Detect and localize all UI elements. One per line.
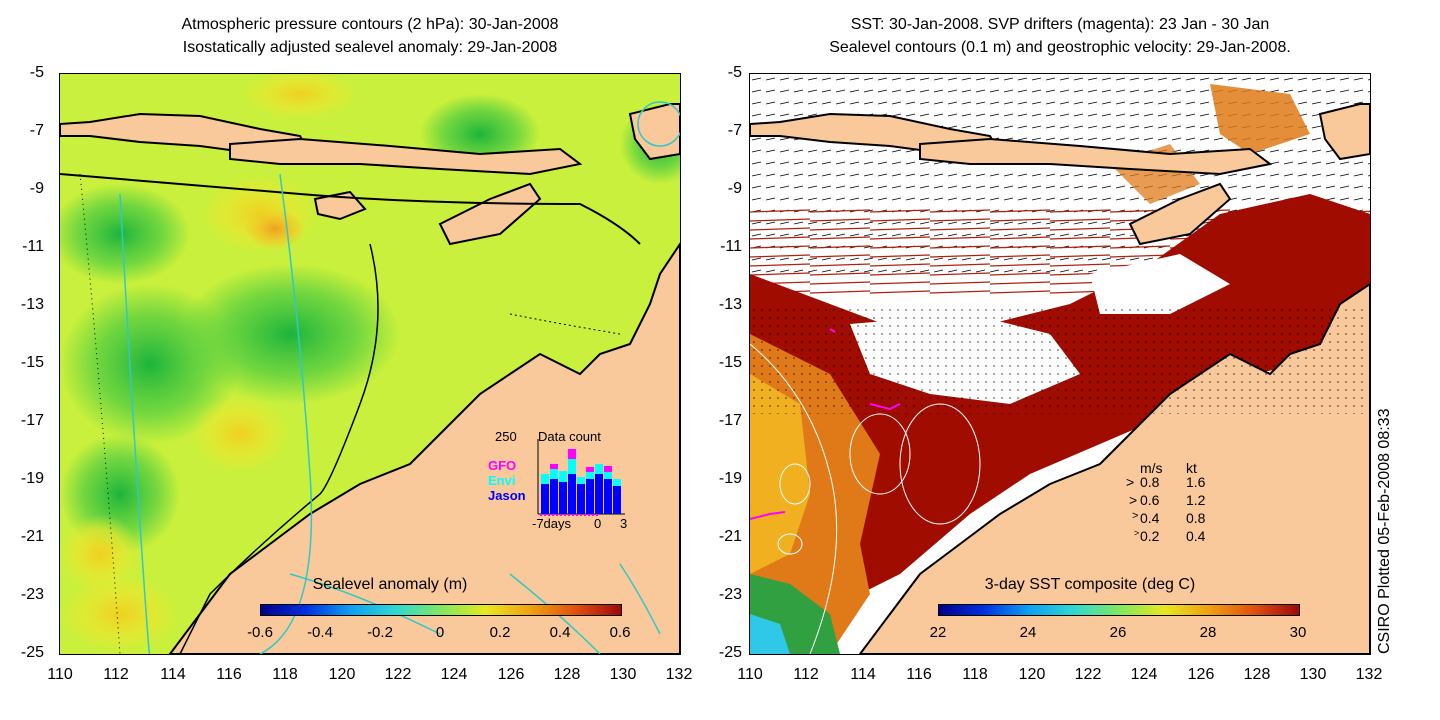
left-x-tick-0: 110 [47,666,73,683]
left-x-tick-4: 118 [272,666,298,683]
right-y-tick-2: -9 [727,180,742,197]
vel-legend-ms-0: 0.8 [1140,474,1160,490]
vel-legend-kt-0: 1.6 [1186,474,1206,490]
right-x-tick-10: 130 [1299,666,1327,683]
data-count-inset [537,439,625,516]
left-x-tick-6: 122 [384,666,412,683]
plot-credit: CSIRO Plotted 05-Feb-2008 08:33 [1376,408,1393,654]
vel-legend-ms-1: 0.6 [1140,492,1160,508]
right-x-tick-3: 116 [906,666,932,683]
inset-x-zero: 0 [594,516,602,531]
left-x-tick-2: 114 [160,666,186,683]
left-x-tick-3: 116 [216,666,242,683]
right-cb-tick-4: 30 [1289,624,1307,641]
inset-x-start: -7days [532,516,572,531]
right-x-tick-4: 118 [962,666,988,683]
right-y-tick-7: -19 [718,470,742,487]
right-y-tick-3: -11 [720,238,742,255]
left-y-tick-5: -15 [20,354,44,371]
right-x-tick-5: 120 [1018,666,1046,683]
right-x-tick-2: 114 [850,666,876,683]
sst-map-svg [750,74,1370,654]
right-colorbar-title: 3-day SST composite (deg C) [984,576,1196,593]
left-y-tick-1: -7 [29,122,44,139]
inset-series-gfo: GFO [488,458,517,473]
right-y-tick-1: -7 [727,122,742,139]
inset-count-max: 250 [495,429,517,444]
inset-series-envi: Envi [488,473,516,488]
vel-legend-ms-2: 0.4 [1140,510,1160,526]
left-y-tick-9: -23 [20,586,44,603]
left-cb-tick-0: -0.6 [247,624,273,641]
sst-map: m/s kt > 0.8 1.6 > 0.6 1.2 > 0.4 0.8 > 0… [749,73,1371,655]
left-y-tick-0: -5 [29,64,44,81]
inset-title: Data count [538,429,601,444]
left-cb-tick-2: -0.2 [367,624,393,641]
vel-legend-ms-header: m/s [1140,460,1163,476]
right-x-tick-11: 132 [1355,666,1383,683]
left-x-tick-8: 126 [497,666,525,683]
left-x-tick-7: 124 [440,666,468,683]
vel-legend-kt-header: kt [1186,460,1197,476]
right-x-tick-8: 126 [1187,666,1215,683]
australia-land [168,242,680,654]
right-colorbar [938,604,1300,616]
left-y-tick-7: -19 [20,470,44,487]
right-x-tick-9: 128 [1243,666,1271,683]
left-y-tick-8: -21 [20,528,44,545]
left-cb-tick-5: 0.4 [549,624,571,641]
right-x-tick-1: 112 [793,666,819,683]
left-y-tick-6: -17 [20,412,44,429]
right-title-line2: Sealevel contours (0.1 m) and geostrophi… [829,39,1291,56]
left-y-tick-10: -25 [20,644,44,661]
right-cb-tick-0: 22 [929,624,947,641]
inset-series-jason: Jason [488,488,526,503]
left-x-tick-5: 120 [328,666,356,683]
right-y-tick-0: -5 [727,64,742,81]
timor-land [438,182,542,246]
vel-legend-arrow-0: > [1126,474,1135,490]
sealevel-anomaly-map: 250 Data count GFO Envi Jason -7days 0 3… [59,73,681,655]
left-y-tick-3: -11 [22,238,44,255]
right-y-tick-8: -21 [718,528,742,545]
right-y-tick-10: -25 [718,644,742,661]
left-colorbar-title: Sealevel anomaly (m) [312,576,468,593]
right-cb-tick-2: 26 [1109,624,1127,641]
left-cb-tick-1: -0.4 [307,624,333,641]
left-x-tick-9: 128 [553,666,581,683]
left-cb-tick-6: 0.6 [609,624,631,641]
sealevel-anomaly-map-svg [60,74,680,654]
right-y-tick-6: -17 [718,412,742,429]
vel-legend-kt-1: 1.2 [1186,492,1206,508]
left-cb-tick-4: 0.2 [489,624,511,641]
left-title-line2: Isostatically adjusted sealevel anomaly:… [182,39,558,56]
left-x-tick-10: 130 [609,666,637,683]
right-title-line1: SST: 30-Jan-2008. SVP drifters (magenta)… [850,16,1270,33]
right-x-tick-7: 124 [1130,666,1158,683]
right-y-tick-9: -23 [718,586,742,603]
vel-legend-arrow-3: > [1134,528,1140,538]
left-x-tick-11: 132 [665,666,693,683]
right-y-tick-4: -13 [718,296,742,313]
left-y-tick-2: -9 [29,180,44,197]
left-x-tick-1: 112 [103,666,129,683]
left-cb-tick-3: 0 [435,624,445,641]
vel-legend-kt-2: 0.8 [1186,510,1206,526]
left-colorbar [260,604,622,616]
inset-x-end: 3 [620,516,628,531]
vel-legend-ms-3: 0.2 [1140,528,1160,544]
left-y-tick-4: -13 [20,296,44,313]
right-x-tick-6: 122 [1074,666,1102,683]
vel-legend-kt-3: 0.4 [1186,528,1206,544]
right-x-tick-0: 110 [737,666,763,683]
right-cb-tick-3: 28 [1199,624,1217,641]
vel-legend-arrow-1: > [1129,492,1138,508]
vel-legend-arrow-2: > [1132,510,1139,522]
right-y-tick-5: -15 [718,354,742,371]
left-title-line1: Atmospheric pressure contours (2 hPa): 3… [181,16,559,33]
right-cb-tick-1: 24 [1019,624,1037,641]
lesser-sunda-land [229,137,583,176]
